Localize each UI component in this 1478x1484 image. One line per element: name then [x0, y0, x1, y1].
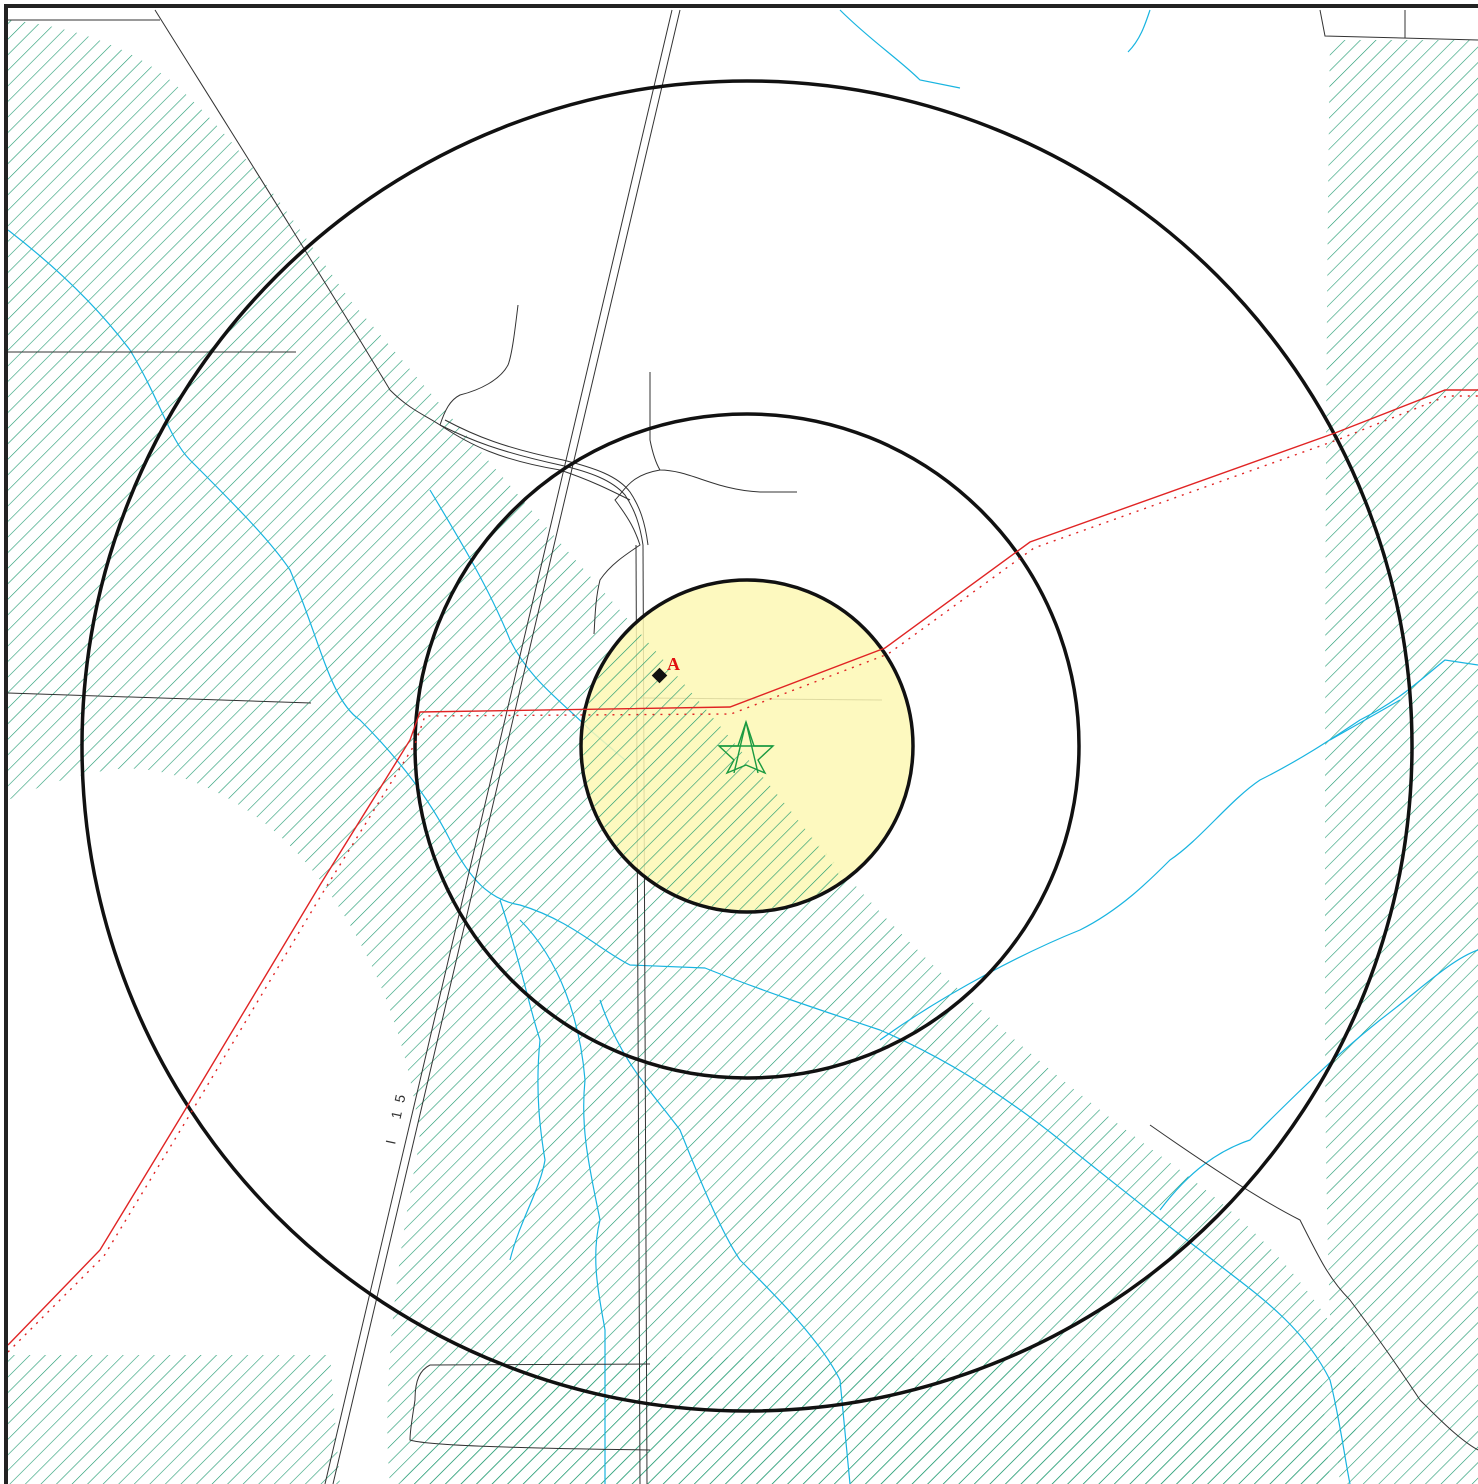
middle-ring: [413, 412, 1081, 1080]
pipeline: [8, 389, 1478, 1353]
site-marker-label: A: [667, 654, 680, 674]
streams: [8, 9, 1478, 1484]
hatch-zone-bottom-mid: [400, 1356, 1330, 1484]
roads: [8, 9, 1478, 1451]
hatch-zone-right: [1325, 40, 1478, 1484]
star-icon: [717, 719, 775, 775]
hatch-zone-bottom-left: [8, 1355, 340, 1484]
outer-ring: [80, 79, 1414, 1413]
map-frame: [4, 4, 1478, 1484]
highway-i15: [324, 9, 681, 1484]
highway-label: I 15: [382, 1084, 410, 1145]
diamond-marker-icon[interactable]: [651, 667, 668, 684]
